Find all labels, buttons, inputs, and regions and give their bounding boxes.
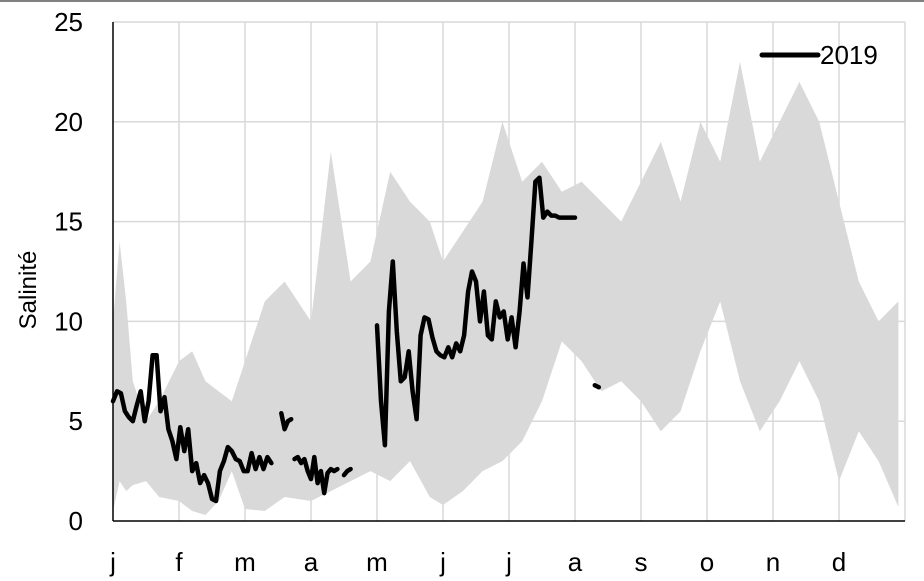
x-tick-label-9: o bbox=[700, 547, 714, 577]
series-2019 bbox=[110, 175, 602, 504]
x-tick-label-8: s bbox=[635, 547, 648, 577]
series-2019-segment-1 bbox=[279, 410, 294, 432]
x-tick-label-11: d bbox=[832, 547, 846, 577]
axes bbox=[112, 22, 905, 522]
x-tick-label-4: m bbox=[366, 547, 388, 577]
series-2019-segment-0 bbox=[110, 353, 274, 504]
series-2019-segment-3 bbox=[341, 466, 353, 478]
legend: 2019 bbox=[759, 40, 878, 70]
y-tick-label-0: 0 bbox=[69, 506, 83, 536]
x-tick-label-3: a bbox=[304, 547, 319, 577]
series-2019-segment-2 bbox=[292, 454, 340, 496]
historical-range-band bbox=[113, 61, 899, 516]
y-tick-label-5: 5 bbox=[69, 406, 83, 436]
x-tick-label-7: a bbox=[568, 547, 583, 577]
x-tick-label-10: n bbox=[766, 547, 780, 577]
x-tick-label-6: j bbox=[505, 547, 512, 577]
range-band-area bbox=[113, 61, 899, 516]
x-tick-label-2: m bbox=[234, 547, 256, 577]
series-2019-segment-5 bbox=[592, 383, 602, 390]
y-tick-label-20: 20 bbox=[54, 107, 83, 137]
series-2019-segment-4 bbox=[374, 175, 578, 448]
y-tick-label-25: 25 bbox=[54, 7, 83, 37]
legend-label-2019: 2019 bbox=[820, 40, 878, 70]
y-axis-title: Salinité bbox=[15, 251, 42, 330]
x-tick-label-1: f bbox=[175, 547, 183, 577]
y-tick-labels: 0 5 10 15 20 25 bbox=[54, 7, 83, 536]
x-tick-label-0: j bbox=[109, 547, 116, 577]
x-tick-label-5: j bbox=[439, 547, 446, 577]
y-tick-label-15: 15 bbox=[54, 207, 83, 237]
y-tick-label-10: 10 bbox=[54, 306, 83, 336]
